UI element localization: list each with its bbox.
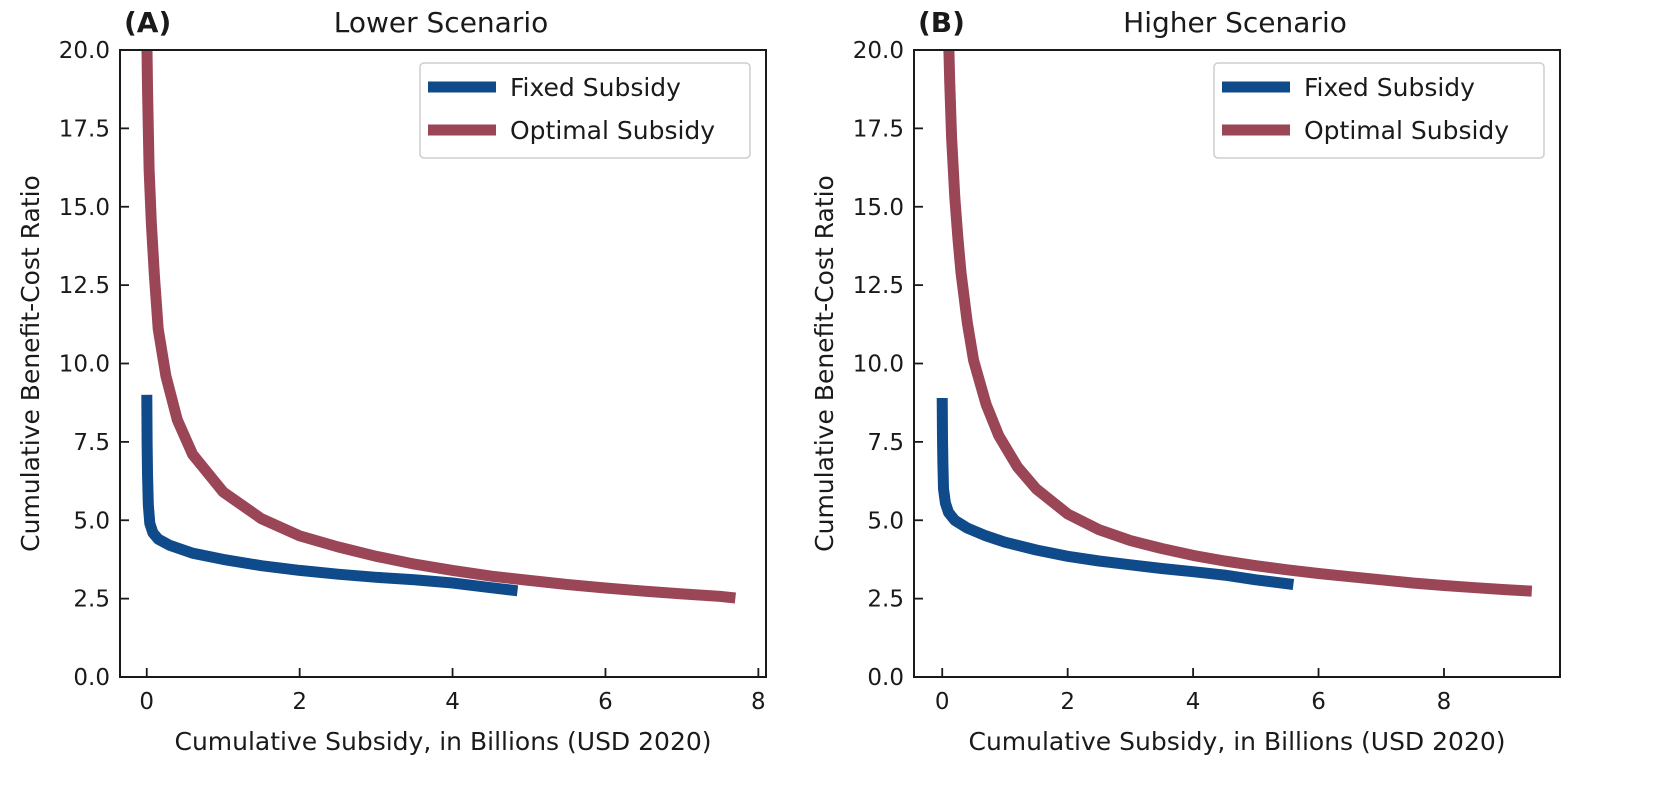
x-tick-label: 8 <box>1437 689 1452 715</box>
series-line-optimal-subsidy <box>943 50 1533 597</box>
y-tick-label: 20.0 <box>853 38 904 64</box>
legend: Fixed Subsidy Optimal Subsidy <box>1213 62 1545 159</box>
y-tick-label: 0.0 <box>73 665 110 691</box>
chart-title: Higher Scenario <box>1123 6 1347 39</box>
y-tick-label: 2.5 <box>867 587 904 613</box>
legend-box <box>1213 62 1545 159</box>
y-tick-label: 20.0 <box>59 38 110 64</box>
y-tick-label: 12.5 <box>59 273 110 299</box>
y-tick-label: 5.0 <box>73 508 110 534</box>
x-axis-label: Cumulative Subsidy, in Billions (USD 202… <box>968 727 1505 756</box>
y-tick-label: 15.0 <box>59 195 110 221</box>
legend: Fixed Subsidy Optimal Subsidy <box>419 62 751 159</box>
series-line-optimal-subsidy <box>141 50 736 604</box>
y-tick-label: 15.0 <box>853 195 904 221</box>
x-tick-label: 4 <box>445 689 460 715</box>
series-line-fixed-subsidy <box>141 394 519 597</box>
panel-label: (B) <box>918 6 965 39</box>
x-tick-label: 2 <box>292 689 307 715</box>
x-axis-label: Cumulative Subsidy, in Billions (USD 202… <box>174 727 711 756</box>
y-axis-label: Cumulative Benefit-Cost Ratio <box>16 175 45 552</box>
chart-title: Lower Scenario <box>334 6 549 39</box>
x-tick-label: 0 <box>935 689 950 715</box>
y-tick-label: 17.5 <box>59 116 110 142</box>
legend-label: Fixed Subsidy <box>510 73 681 102</box>
y-tick-label: 17.5 <box>853 116 904 142</box>
y-axis-label: Cumulative Benefit-Cost Ratio <box>810 175 839 552</box>
legend-label: Fixed Subsidy <box>1304 73 1475 102</box>
x-tick-label: 4 <box>1186 689 1201 715</box>
y-tick-label: 7.5 <box>867 430 904 456</box>
x-tick-label: 0 <box>139 689 154 715</box>
panel-a: 0 2 4 6 8 0.0 2.5 5.0 7.5 10.0 12.5 15.0 17.5 20.0 (A)… <box>16 6 767 756</box>
y-tick-label: 5.0 <box>867 508 904 534</box>
y-tick-label: 10.0 <box>853 352 904 378</box>
legend-label: Optimal Subsidy <box>510 116 715 145</box>
x-tick-label: 6 <box>1311 689 1326 715</box>
panel-label: (A) <box>124 6 171 39</box>
legend-label: Optimal Subsidy <box>1304 116 1509 145</box>
panel-b: 0 2 4 6 8 0.0 2.5 5.0 7.5 10.0 12.5 15.0 17.5 20.0 (B)… <box>810 6 1561 756</box>
legend-box <box>419 62 751 159</box>
y-tick-label: 12.5 <box>853 273 904 299</box>
y-tick-label: 0.0 <box>867 665 904 691</box>
x-tick-label: 6 <box>598 689 613 715</box>
y-tick-label: 10.0 <box>59 352 110 378</box>
series-line-fixed-subsidy <box>936 397 1295 590</box>
y-tick-label: 2.5 <box>73 587 110 613</box>
y-tick-label: 7.5 <box>73 430 110 456</box>
x-tick-label: 2 <box>1060 689 1075 715</box>
x-tick-label: 8 <box>751 689 766 715</box>
